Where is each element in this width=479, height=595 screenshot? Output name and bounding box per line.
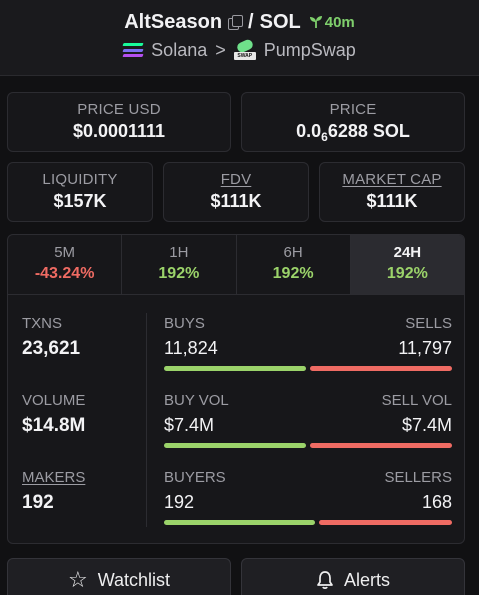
liquidity-value: $157K — [53, 191, 107, 211]
liquidity-card: LIQUIDITY $157K — [7, 162, 153, 222]
price-usd-value: $0.0001111 — [72, 121, 166, 141]
pumpswap-logo: SWAP — [233, 38, 256, 60]
column-divider — [146, 313, 147, 527]
tab-24h-label: 24H — [393, 244, 422, 261]
tab-24h-change: 192% — [386, 265, 428, 282]
buy-vol-value: $7.4M — [164, 415, 215, 435]
market-cap-card[interactable]: MARKET CAP $111K — [319, 162, 465, 222]
buys-value: 11,824 — [164, 338, 218, 358]
tab-1h-change: 192% — [158, 265, 200, 282]
buys-label: BUYS — [164, 315, 205, 332]
makers-metric: MAKERS 192 — [22, 469, 85, 514]
sells-label: SELLS — [405, 315, 452, 332]
tab-6h-change: 192% — [272, 265, 314, 282]
chain-breadcrumb: Solana > SWAP PumpSwap — [0, 38, 479, 62]
price-native-card: PRICE 0.066288 SOL — [241, 92, 465, 152]
tab-5m[interactable]: 5M -43.24% — [8, 235, 123, 294]
alerts-button[interactable]: Alerts — [241, 558, 465, 595]
buyers-sellers-ratio-bar — [164, 520, 452, 525]
bell-icon — [317, 571, 333, 589]
dex-link[interactable]: PumpSwap — [263, 39, 356, 60]
sellers-label: SELLERS — [384, 469, 452, 486]
chain-link[interactable]: Solana — [151, 39, 208, 60]
tab-5m-label: 5M — [54, 244, 76, 261]
watchlist-button[interactable]: ☆ Watchlist — [7, 558, 231, 595]
sellers-bar — [319, 520, 452, 525]
tab-1h-label: 1H — [169, 244, 189, 261]
sells-bar — [310, 366, 452, 371]
sellers-value: 168 — [421, 492, 452, 512]
makers-value: 192 — [22, 492, 54, 513]
buyers-sellers-split: BUYERS SELLERS 192 168 — [164, 469, 452, 525]
copy-icon[interactable] — [228, 15, 244, 30]
buys-bar — [164, 366, 306, 371]
sprout-icon — [309, 16, 322, 28]
pair-separator: / — [248, 10, 254, 33]
price-usd-card: PRICE USD $0.0001111 — [7, 92, 231, 152]
price-zero-count: 6 — [321, 130, 328, 144]
market-cap-label[interactable]: MARKET CAP — [342, 171, 442, 188]
watchlist-label: Watchlist — [97, 569, 171, 590]
buyers-value: 192 — [164, 492, 195, 512]
price-native-value: 0.066288 SOL — [296, 121, 410, 144]
buy-vol-label: BUY VOL — [164, 392, 229, 409]
breadcrumb-separator: > — [215, 39, 226, 60]
txns-value: 23,621 — [22, 338, 81, 359]
timeframe-tabs: 5M -43.24% 1H 192% 6H 192% 24H 192% — [8, 235, 464, 295]
tab-1h[interactable]: 1H 192% — [122, 235, 237, 294]
txns-metric: TXNS 23,621 — [22, 315, 80, 360]
trading-stats-panel: 5M -43.24% 1H 192% 6H 192% 24H 192% TXNS… — [7, 234, 465, 544]
sell-vol-value: $7.4M — [401, 415, 452, 435]
star-icon: ☆ — [67, 567, 88, 592]
volume-label: VOLUME — [22, 392, 86, 409]
buys-sells-split: BUYS SELLS 11,824 11,797 — [164, 315, 452, 371]
buyers-bar — [164, 520, 316, 525]
pair-age-value: 40m — [324, 13, 355, 31]
buyers-label: BUYERS — [164, 469, 226, 486]
sells-value: 11,797 — [398, 338, 452, 358]
fdv-card[interactable]: FDV $111K — [163, 162, 309, 222]
price-native-label: PRICE — [329, 101, 377, 118]
tab-6h[interactable]: 6H 192% — [237, 235, 351, 294]
volume-value: $14.8M — [22, 415, 86, 436]
tab-5m-change: -43.24% — [34, 265, 95, 282]
pair-title-row: AltSeason / SOL 40m — [0, 8, 479, 36]
tab-24h[interactable]: 24H 192% — [350, 235, 464, 294]
fdv-value: $111K — [210, 191, 262, 211]
tab-6h-label: 6H — [283, 244, 303, 261]
sell-vol-label: SELL VOL — [381, 392, 452, 409]
volume-split: BUY VOL SELL VOL $7.4M $7.4M — [164, 392, 452, 448]
volume-ratio-bar — [164, 443, 452, 448]
fdv-label[interactable]: FDV — [220, 171, 252, 188]
buys-sells-ratio-bar — [164, 366, 452, 371]
sell-vol-bar — [310, 443, 452, 448]
pair-age: 40m — [309, 14, 355, 31]
price-usd-label: PRICE USD — [77, 101, 161, 118]
makers-label[interactable]: MAKERS — [22, 469, 86, 486]
solana-icon — [122, 43, 144, 57]
market-cap-value: $111K — [366, 191, 418, 211]
pair-header: AltSeason / SOL 40m Solana > SWAP PumpSw… — [0, 0, 479, 76]
token-name: AltSeason — [124, 10, 223, 33]
quote-token: SOL — [259, 10, 301, 33]
txns-label: TXNS — [22, 315, 63, 332]
buy-vol-bar — [164, 443, 306, 448]
liquidity-label: LIQUIDITY — [42, 171, 118, 188]
alerts-label: Alerts — [343, 569, 390, 590]
volume-metric: VOLUME $14.8M — [22, 392, 85, 437]
